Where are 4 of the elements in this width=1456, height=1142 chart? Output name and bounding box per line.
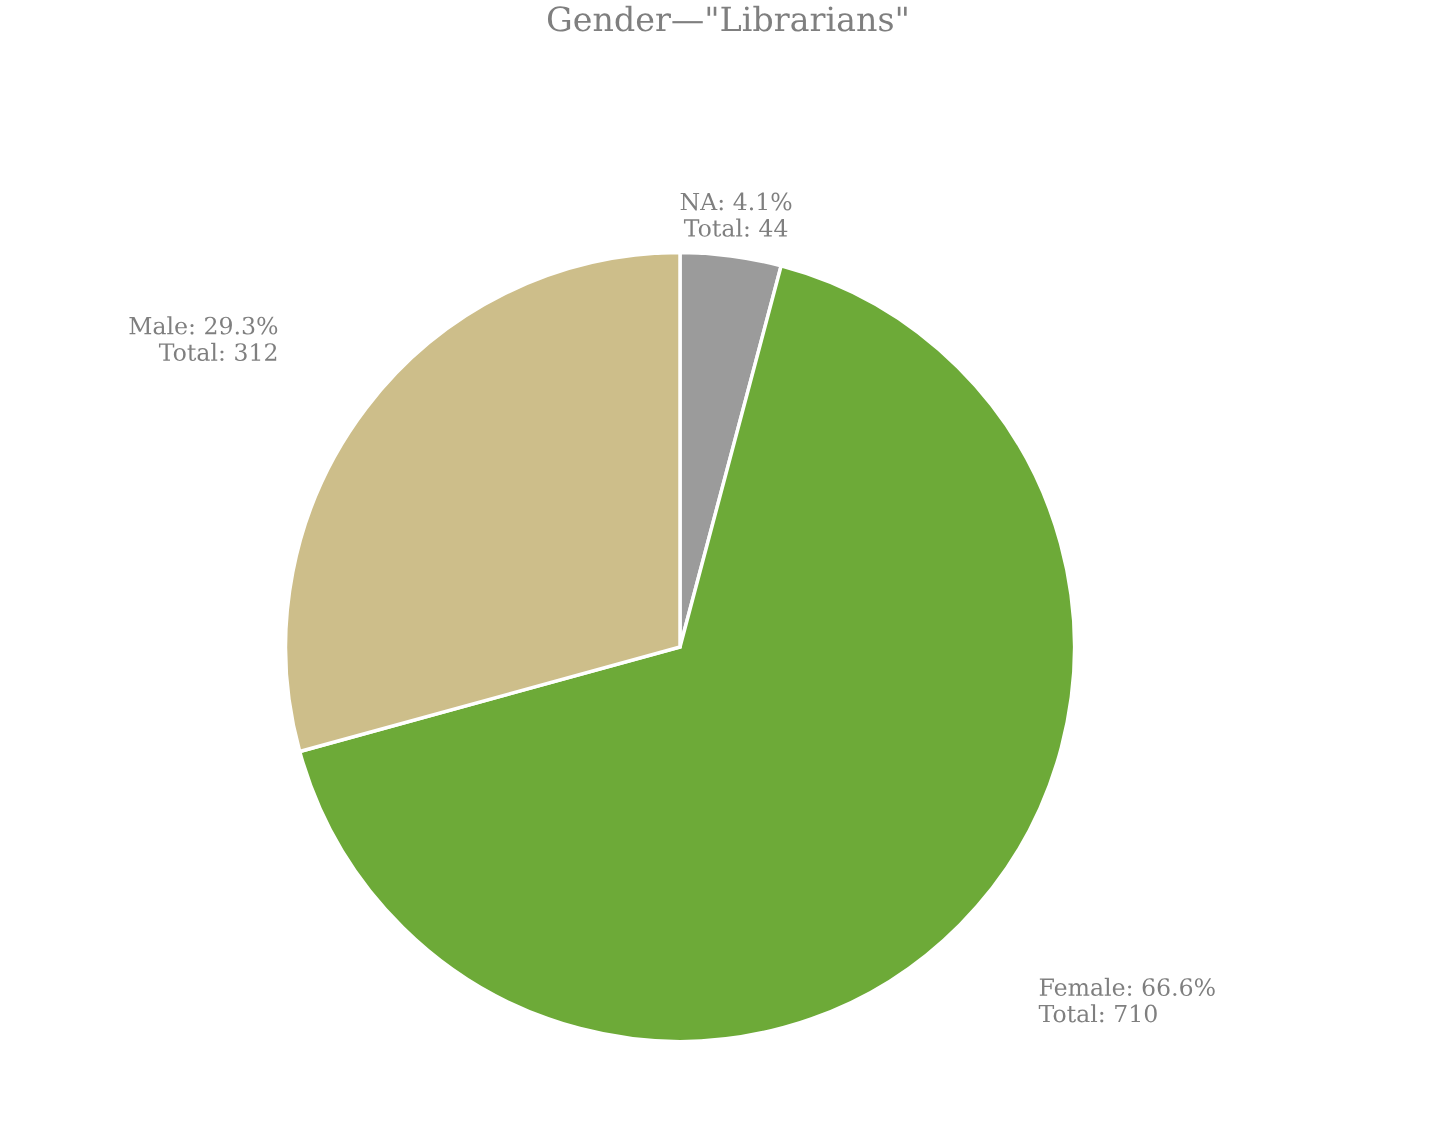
slice-label: Female: 66.6% Total: 710 [1038, 977, 1215, 1023]
chart-title: Gender—"Librarians" [547, 5, 907, 32]
slice-label: Male: 29.3% Total: 312 [129, 316, 278, 362]
slice-label: NA: 4.1% Total: 44 [680, 192, 792, 237]
